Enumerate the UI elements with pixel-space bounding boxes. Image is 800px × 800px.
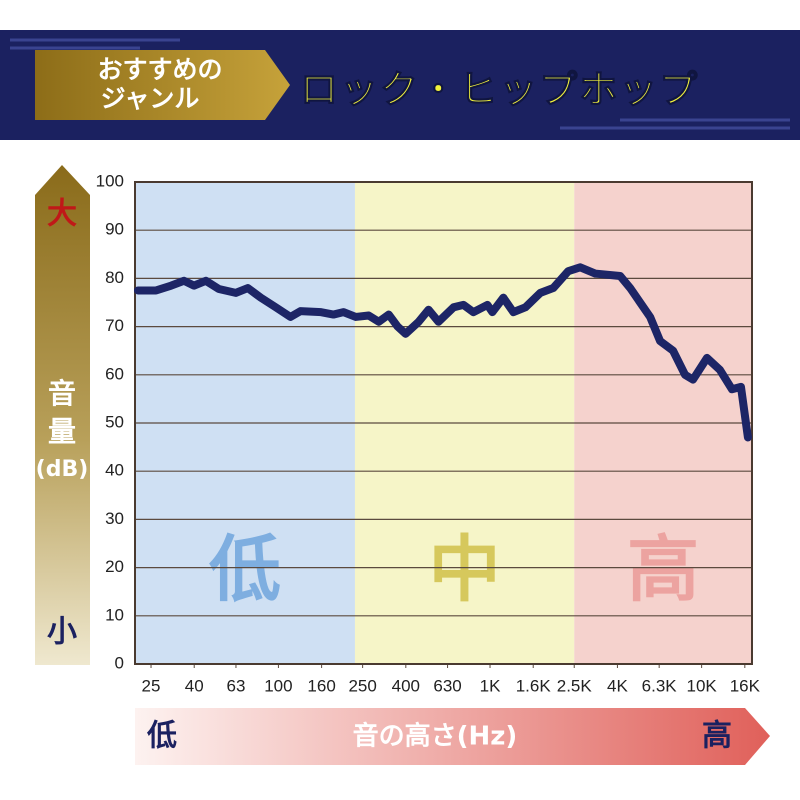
plot: 低 中 高 0 10 20 30 40 50 60 70 80 90 100 25 40 63 100 160 250… <box>96 171 761 695</box>
y-tick-label: 60 <box>105 364 124 383</box>
y-axis-label: 量 <box>48 415 76 448</box>
band-label: 高 <box>627 528 699 612</box>
x-tick-label: 4K <box>607 676 628 695</box>
y-tick-label: 0 <box>115 653 124 672</box>
x-tick-label: 10K <box>687 676 718 695</box>
y-tick-label: 50 <box>105 412 124 431</box>
y-tick-label: 70 <box>105 316 124 335</box>
band-label: 中 <box>429 528 501 612</box>
x-high-label: 高 <box>702 719 732 754</box>
genre-tag <box>35 50 290 120</box>
x-tick-label: 16K <box>730 676 761 695</box>
y-tick-label: 80 <box>105 268 124 287</box>
x-low-label: 低 <box>146 719 177 754</box>
x-tick-label: 100 <box>264 676 292 695</box>
header-stripes <box>10 38 790 130</box>
x-tick-label: 40 <box>185 676 204 695</box>
x-tick-label: 1K <box>480 676 501 695</box>
plot-border <box>134 181 753 665</box>
x-tick-label: 2.5K <box>557 676 593 695</box>
chart-title: ロック・ヒップホップ <box>300 68 699 112</box>
x-tick-label: 400 <box>392 676 420 695</box>
y-tick-label: 10 <box>105 605 124 624</box>
y-tick-label: 30 <box>105 509 124 528</box>
x-axis-arrow <box>135 708 770 765</box>
x-tick-label: 630 <box>433 676 461 695</box>
band-label: 低 <box>209 528 281 612</box>
x-tick-label: 160 <box>307 676 335 695</box>
tag-line: おすすめの <box>97 55 222 84</box>
tag-line: ジャンル <box>101 84 200 113</box>
y-axis-label: 音 <box>48 377 76 410</box>
y-axis-arrow <box>35 165 90 665</box>
x-tick-label: 250 <box>348 676 376 695</box>
x-axis-label: 音の高さ(Hz) <box>353 721 518 752</box>
y-tick-label: 100 <box>96 171 124 190</box>
y-tick-label: 90 <box>105 220 124 239</box>
x-tick-label: 63 <box>226 676 245 695</box>
y-high-label: 大 <box>47 197 77 232</box>
x-tick-label: 1.6K <box>516 676 552 695</box>
y-low-label: 小 <box>47 615 77 650</box>
response-line <box>134 263 752 442</box>
y-tick-label: 40 <box>105 461 124 480</box>
y-tick-label: 20 <box>105 557 124 576</box>
y-axis-label: (dB) <box>36 457 89 482</box>
x-tick-label: 6.3K <box>642 676 678 695</box>
x-tick-label: 25 <box>142 676 161 695</box>
